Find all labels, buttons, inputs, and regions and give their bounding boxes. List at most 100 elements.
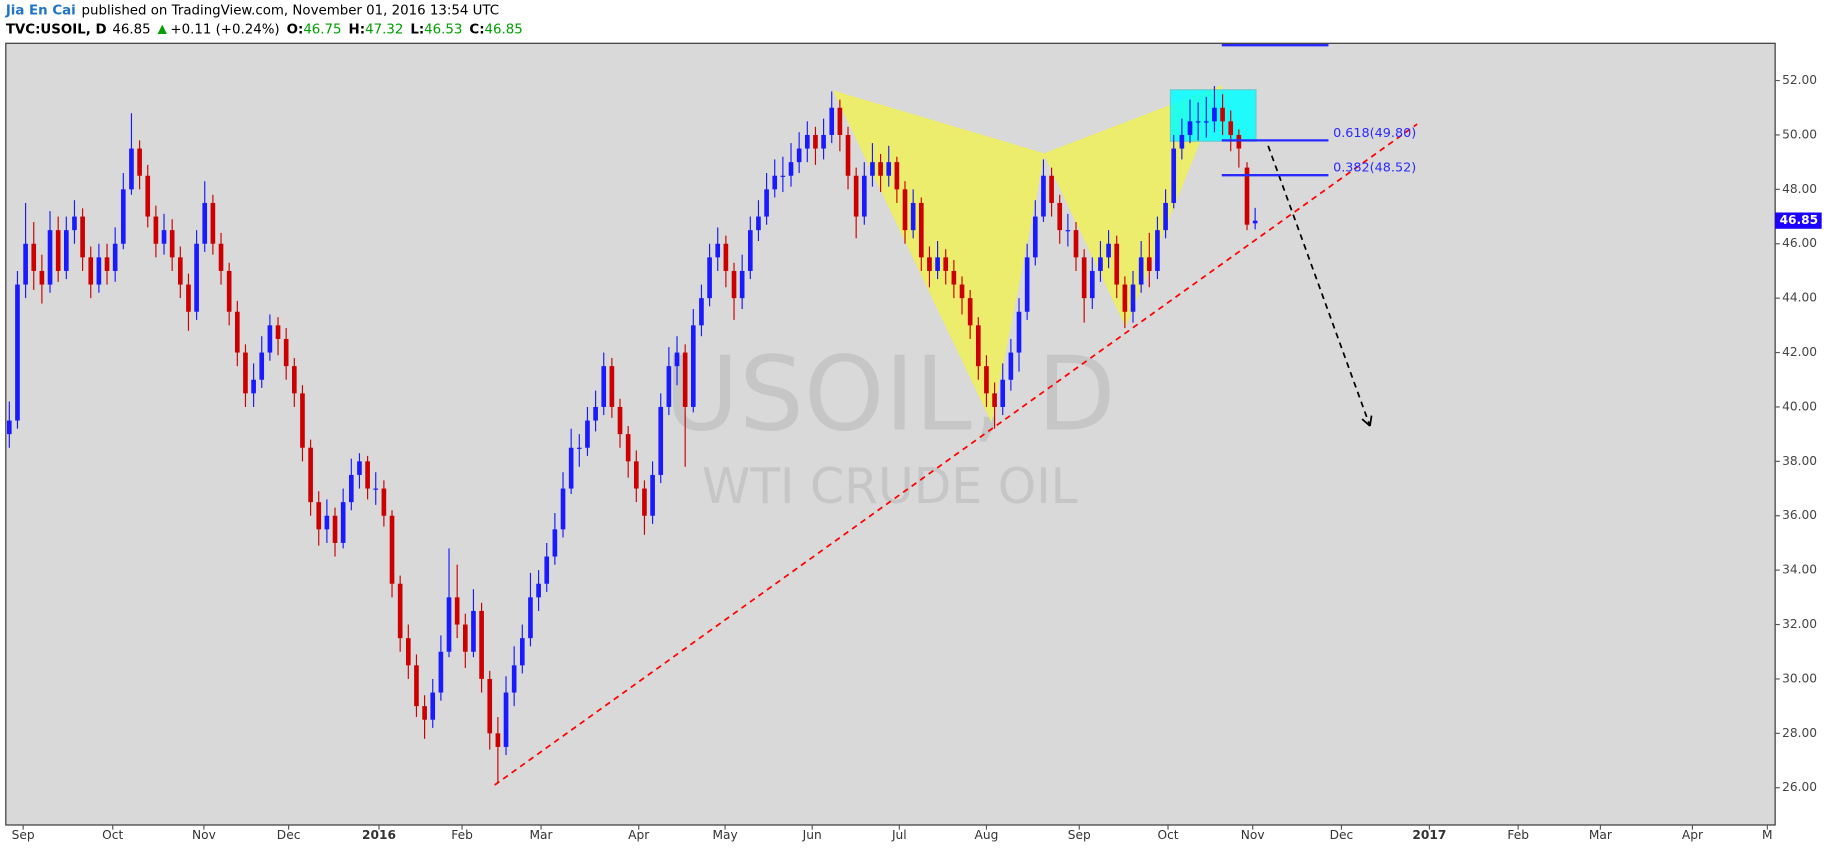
candle-body [397,583,403,639]
candle-body [275,325,281,339]
candle-body [536,583,541,598]
y-tick-label: 48.00 [1782,182,1817,196]
y-tick-label: 40.00 [1782,399,1817,413]
ohlc-label: C: [469,22,484,37]
y-tick-label: 42.00 [1782,345,1817,359]
candle-body [332,515,338,543]
candle-body [267,325,273,353]
candle-body [560,488,566,530]
candle-body [511,665,517,693]
watermark-subtitle: WTI CRUDE OIL [702,458,1078,515]
x-tick-label: Apr [628,828,650,842]
x-tick-label: Aug [975,828,999,842]
candle-body [96,257,102,285]
candle-body [715,243,721,258]
candle-body [528,597,533,639]
candle-body [1146,257,1152,271]
candle-body [894,162,900,190]
candle-body [1138,257,1144,285]
candle-body [1081,257,1087,299]
candle-body [1244,167,1250,225]
ohlc-label: O: [287,22,304,37]
author: Jia En Cai [5,4,76,19]
candle-body [984,366,989,394]
candle-body [1236,134,1242,149]
candle-body [1089,270,1095,299]
price-tag [1775,212,1822,229]
y-tick-label: 34.00 [1782,563,1817,577]
candle-body [194,243,199,312]
ohlc-value: 46.53 [424,22,462,37]
change-arrow [157,24,167,34]
y-tick-label: 50.00 [1782,127,1817,141]
x-tick-label: Sep [12,828,35,842]
candle-body [804,134,810,149]
x-tick-label: Sep [1068,828,1091,842]
candle-body [519,638,525,666]
candle-body [39,270,45,285]
candle-body [226,270,232,312]
candle-body [145,175,151,217]
candle-body [788,162,794,176]
candle-body [1008,352,1014,380]
trendline [494,123,1418,786]
arrow-head [1361,418,1371,427]
candle-body [251,379,256,394]
arrow-head [1369,415,1373,427]
x-tick-label: Feb [1507,828,1529,842]
candle-body [837,107,843,135]
candle-body [308,447,313,503]
candle-body [1203,121,1209,123]
ohlc-label: L: [410,22,424,37]
candle-body [55,230,61,271]
x-tick-label: May [712,828,737,842]
candle-body [870,162,875,176]
candle-body [405,638,411,666]
candle-body [348,474,354,503]
candle-body [6,420,12,435]
candle-body [910,202,916,231]
candle-body [975,325,981,367]
candle-body [633,461,639,489]
candle-body [1106,243,1111,258]
x-tick-label: Mar [1589,828,1613,842]
candle-body [951,270,957,285]
candle-body [47,230,53,285]
candle-body [886,162,892,176]
candle-body [120,189,126,244]
x-tick-label: M [1762,828,1773,842]
x-tick-label: Dec [1330,828,1354,842]
x-tick-label: Nov [1241,828,1265,842]
candle-body [218,243,224,271]
candle-body [935,257,940,271]
x-tick-label: Oct [1157,828,1178,842]
candle-body [129,148,134,190]
candle-body [764,189,769,217]
candle-body [1000,379,1006,407]
candle-body [1049,175,1054,203]
candle-body [1098,257,1103,271]
candle-body [340,502,346,543]
candle-body [104,257,110,271]
y-tick-label: 26.00 [1782,780,1817,794]
candle-body [324,515,330,530]
candle-body [1073,230,1079,258]
candle-body [585,420,590,448]
candle-body [625,434,631,462]
candle-body [495,733,501,747]
candle-body [487,678,493,734]
y-tick-label: 32.00 [1782,617,1817,631]
candle-body [1220,107,1225,122]
candle-body [202,202,208,244]
candle-body [177,257,183,285]
candle-body [381,488,387,516]
candle-body [593,406,598,421]
candle-body [1024,257,1030,312]
candle-body [845,134,851,176]
change: +0.11 (+0.24%) [170,22,279,37]
candle-body [365,461,370,489]
candle-body [650,474,655,516]
candle-body [813,134,818,149]
candle-body [878,162,883,176]
